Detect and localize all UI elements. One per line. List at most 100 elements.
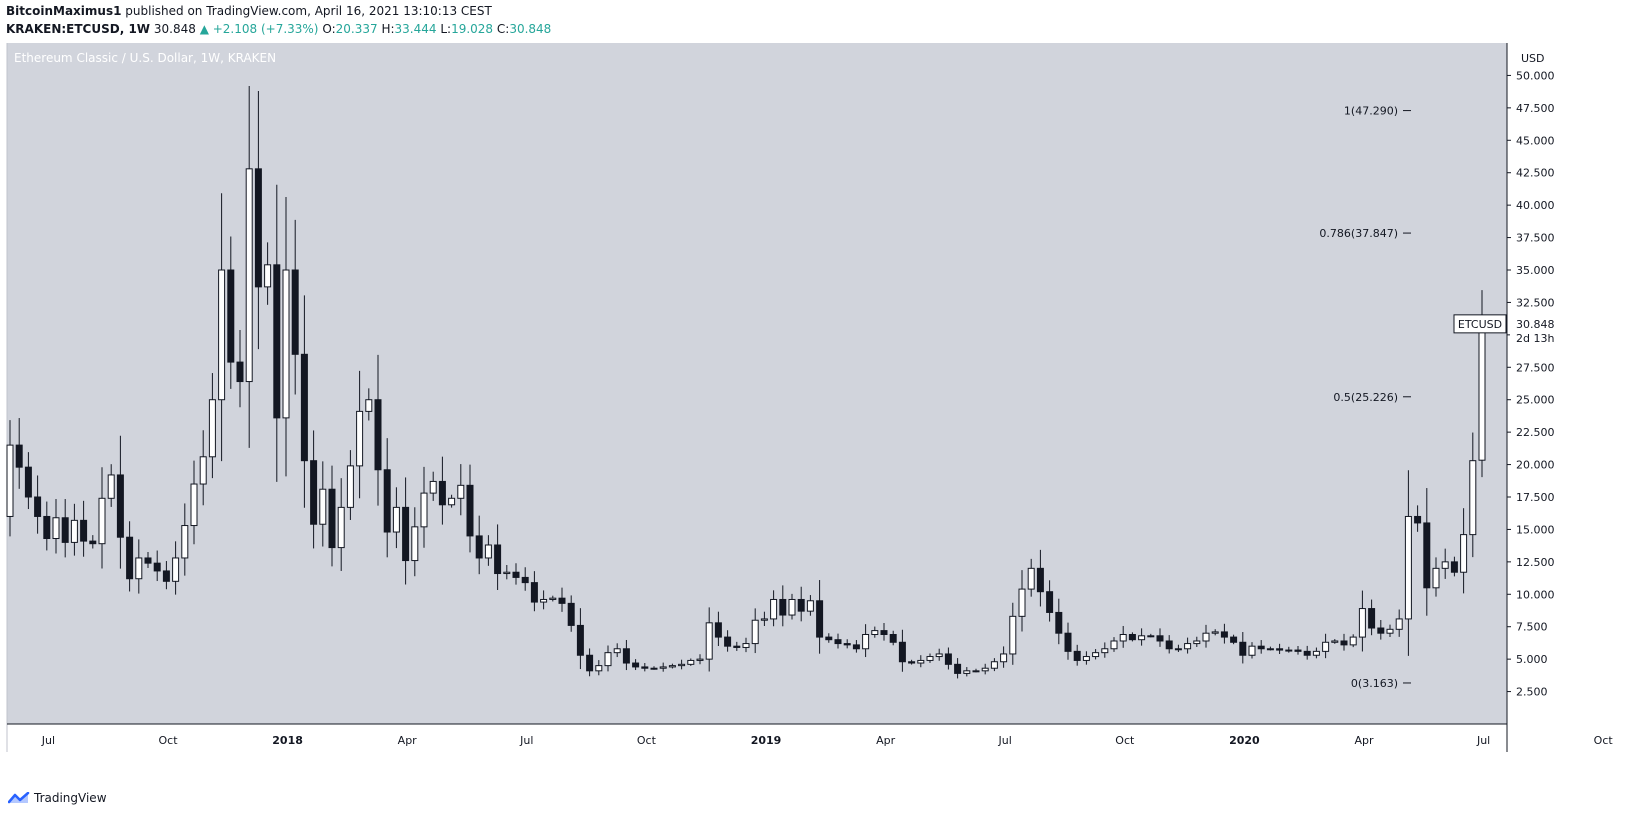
price-tick-label: 20.000 <box>1516 459 1555 472</box>
time-tick-label: Apr <box>876 734 896 747</box>
candle-body-down <box>825 636 833 641</box>
candle-body-down <box>1230 636 1238 643</box>
candle <box>181 503 189 576</box>
price-tick-label: 15.000 <box>1516 523 1555 536</box>
candle-body-up <box>549 597 557 600</box>
candle-body-down <box>227 269 235 363</box>
candle-body-up <box>70 519 78 543</box>
candle-body-down <box>512 571 520 578</box>
candle-body-down <box>1036 567 1044 593</box>
candle <box>760 611 768 627</box>
candle-body-up <box>668 665 676 668</box>
candle <box>52 498 60 554</box>
candle <box>15 418 23 489</box>
candle <box>604 645 612 672</box>
candle <box>1239 632 1247 664</box>
candle <box>1082 651 1090 665</box>
candle <box>714 611 722 646</box>
candle <box>1377 620 1385 640</box>
candle-body-up <box>1138 635 1146 641</box>
candle <box>687 658 695 666</box>
candle-body-up <box>871 630 879 635</box>
candle-body-up <box>1469 460 1477 536</box>
candle-body-up <box>337 506 345 549</box>
candle-body-up <box>448 497 456 506</box>
candle-body-down <box>34 496 42 517</box>
candle-body-down <box>144 557 152 564</box>
candle <box>512 563 520 585</box>
candle <box>1266 646 1274 651</box>
candle <box>494 524 502 590</box>
candle-body-up <box>595 665 603 672</box>
candle <box>1386 624 1394 637</box>
candle <box>34 475 42 534</box>
candle <box>558 587 566 612</box>
candle-body-down <box>153 562 161 572</box>
time-tick-label: Apr <box>1354 734 1374 747</box>
candle-body-down <box>236 361 244 383</box>
candle <box>273 184 281 482</box>
candle-body-down <box>733 645 741 648</box>
candle-body-down <box>383 469 391 533</box>
candle <box>1322 633 1330 659</box>
candle-body-down <box>1239 641 1247 656</box>
time-axis-panel[interactable] <box>7 724 1507 752</box>
candle <box>1469 432 1477 558</box>
candle <box>908 659 916 665</box>
candle <box>1027 558 1035 597</box>
low-value: 19.028 <box>451 22 494 36</box>
candle-body-down <box>908 661 916 664</box>
candle-body-up <box>613 648 621 654</box>
candle <box>825 633 833 643</box>
candle-body-up <box>788 598 796 616</box>
candle <box>1331 639 1339 644</box>
author-name[interactable]: BitcoinMaximus1 <box>6 4 122 18</box>
candle-body-up <box>981 667 989 672</box>
candle <box>1138 628 1146 646</box>
candle-body-up <box>392 506 400 533</box>
candle <box>1000 646 1008 668</box>
candle-body-up <box>6 444 14 517</box>
candle-body-up <box>1349 636 1357 646</box>
candle <box>1230 634 1238 645</box>
candle <box>402 477 410 585</box>
candle <box>806 595 814 616</box>
candle <box>89 535 97 549</box>
candle <box>1202 624 1210 648</box>
candle-body-down <box>494 544 502 575</box>
candle-body-down <box>310 460 318 525</box>
fib-levels-group: 1(47.290) 0.786(37.847) 0.5(25.226) 0(3.163… <box>1319 105 1411 690</box>
price-axis-panel[interactable] <box>1507 43 1565 724</box>
candle-body-up <box>1478 323 1486 461</box>
candle-body-down <box>15 444 23 468</box>
candle <box>843 639 851 649</box>
last-value: 30.848 <box>153 22 196 36</box>
candle-body-up <box>1000 653 1008 663</box>
candle <box>466 464 474 553</box>
candle <box>1460 508 1468 594</box>
candle <box>816 580 824 654</box>
candle-body-up <box>935 653 943 658</box>
candle-body-down <box>1055 611 1063 634</box>
candle <box>871 626 879 638</box>
candle-body-down <box>954 663 962 674</box>
footer-brand[interactable]: TradingView <box>8 791 107 805</box>
candle <box>1285 646 1293 653</box>
close-value: 30.848 <box>509 22 552 36</box>
candle <box>291 219 299 395</box>
candle <box>116 435 124 569</box>
candles-group <box>6 85 1486 679</box>
candle <box>98 467 106 569</box>
symbol-name[interactable]: KRAKEN:ETCUSD, 1W <box>6 22 151 36</box>
last-price-symbol: ETCUSD <box>1458 318 1502 331</box>
candle-body-up <box>1322 641 1330 652</box>
candle-body-down <box>1303 650 1311 656</box>
candle-body-down <box>586 654 594 672</box>
candle <box>834 633 842 649</box>
candle <box>1110 637 1118 652</box>
candle <box>319 461 327 547</box>
candle <box>61 499 69 558</box>
price-tick-label: 50.000 <box>1516 69 1555 82</box>
